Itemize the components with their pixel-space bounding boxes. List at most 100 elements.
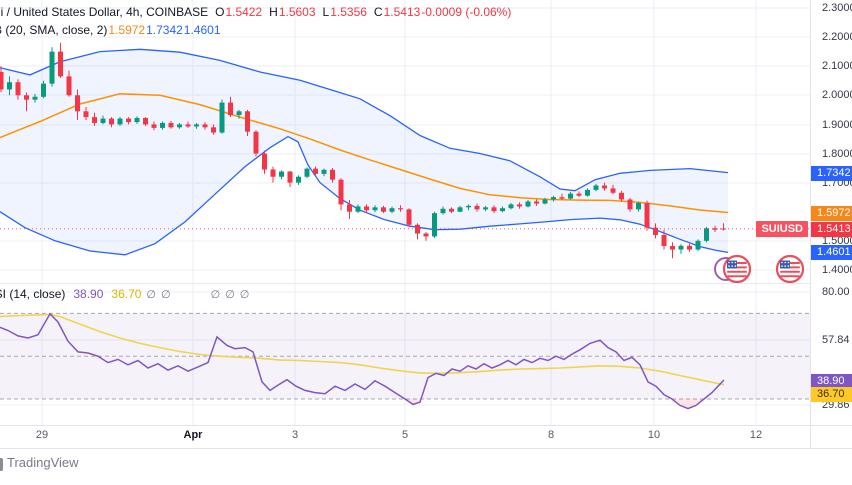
- candle-body: [670, 246, 675, 250]
- candle-body: [347, 204, 352, 212]
- candle-body: [270, 169, 276, 177]
- axis-tick-label: 57.84: [822, 334, 850, 346]
- symbol-price-tag: SUIUSD: [756, 221, 808, 237]
- us-flag-event-icon[interactable]: [722, 254, 752, 283]
- legend-action-icon[interactable]: ∅: [225, 289, 235, 301]
- ohlc-low-value: 1.5356: [330, 5, 367, 19]
- rsi-ma-value: 36.70: [111, 287, 142, 301]
- candle-body: [177, 124, 182, 128]
- axis-tick-label: 80.00: [822, 286, 850, 298]
- candle-body: [449, 208, 454, 212]
- candle-body: [372, 207, 378, 211]
- us-flag-event-icon[interactable]: [775, 254, 805, 283]
- candlestick-series[interactable]: [0, 42, 726, 259]
- bb-legend-row[interactable]: BB (20, SMA, close, 2)1.59721.73421.4601: [0, 21, 511, 39]
- candle-body: [619, 192, 624, 200]
- price-pane-canvas[interactable]: [0, 0, 810, 283]
- candle-body: [109, 118, 114, 125]
- symbol-title[interactable]: Sui / United States Dollar, 4h, COINBASE: [0, 5, 209, 19]
- candle-body: [287, 171, 293, 183]
- price-scale-border: [810, 0, 811, 448]
- candle-body: [559, 197, 565, 199]
- chart-legend: Sui / United States Dollar, 4h, COINBASE…: [0, 3, 511, 39]
- axis-value-badge: 1.5972: [811, 206, 852, 221]
- ohlc-close-value: 1.5413: [383, 5, 421, 19]
- change-value: -0.0009 (-0.06%): [421, 5, 512, 19]
- rsi-pane-canvas[interactable]: [0, 283, 810, 425]
- time-scale[interactable]: 29 Apr 3 5 8 10 12: [0, 426, 810, 448]
- time-tick-label: 3: [291, 429, 299, 441]
- candle-body: [7, 82, 12, 90]
- ohlc-high-key: H: [269, 5, 278, 19]
- candle-body: [228, 102, 233, 116]
- candle-body: [41, 83, 46, 97]
- candle-body: [432, 213, 437, 237]
- candle-body: [245, 111, 250, 132]
- symbol-legend-row[interactable]: Sui / United States Dollar, 4h, COINBASE…: [0, 3, 511, 21]
- candle-body: [627, 199, 633, 210]
- ohlc-open-key: O: [215, 5, 225, 19]
- candle-body: [262, 153, 267, 170]
- axis-tick-label: 1.9000: [822, 119, 852, 131]
- ohlc-high-value: 1.5603: [278, 5, 316, 19]
- candle-body: [695, 240, 701, 250]
- legend-action-icon[interactable]: ∅: [239, 289, 250, 301]
- axis-value-badge: 38.90: [811, 374, 852, 389]
- price-scale[interactable]: 2.30002.20002.10002.00001.90001.80001.70…: [810, 0, 852, 425]
- candle-body: [253, 131, 259, 154]
- axis-tick-label: 2.0000: [822, 89, 852, 101]
- candle-body: [576, 193, 582, 196]
- candle-body: [406, 209, 412, 225]
- bb-upper-value: 1.7342: [146, 23, 183, 37]
- candle-body: [457, 207, 463, 212]
- ohlc-open-value: 1.5422: [225, 5, 263, 19]
- bollinger-lower-line: [0, 135, 729, 256]
- axis-tick-label: 2.3000: [822, 2, 852, 14]
- pane-divider[interactable]: [0, 283, 810, 284]
- candle-body: [678, 245, 684, 250]
- candle-body: [185, 124, 191, 127]
- bb-lower-value: 1.4601: [183, 23, 221, 37]
- bollinger-fill: [0, 49, 728, 255]
- tradingview-logo-icon[interactable]: [0, 458, 3, 471]
- candle-body: [389, 208, 395, 212]
- candle-body: [211, 127, 216, 133]
- rsi-indicator-title[interactable]: RSI (14, close): [0, 287, 66, 301]
- candle-body: [610, 188, 616, 193]
- axis-tick-label: 1.5000: [822, 235, 852, 247]
- bb-indicator-title[interactable]: BB (20, SMA, close, 2): [0, 23, 108, 37]
- candle-body: [474, 205, 480, 210]
- candle-body: [525, 201, 531, 207]
- candle-body: [15, 82, 21, 96]
- candle-body: [534, 201, 539, 204]
- candle-body: [134, 117, 140, 123]
- candle-body: [542, 199, 548, 204]
- candle-body: [704, 228, 709, 241]
- time-tick-label: 10: [647, 429, 661, 441]
- candle-body: [483, 207, 488, 210]
- candle-body: [508, 204, 514, 209]
- ohlc-close-key: C: [373, 5, 383, 19]
- bollinger-upper-line: [0, 48, 729, 192]
- axis-value-badge: 1.5413: [811, 222, 852, 237]
- candle-body: [644, 202, 650, 228]
- legend-action-icon[interactable]: ∅: [161, 289, 171, 301]
- rsi-oversold-fill: [672, 399, 704, 409]
- candle-body: [551, 197, 556, 200]
- legend-action-icon[interactable]: ∅: [210, 289, 221, 301]
- candle-body: [304, 168, 310, 177]
- candle-body: [49, 51, 55, 84]
- tradingview-logo-text[interactable]: TradingView: [7, 455, 79, 470]
- legend-action-icon[interactable]: ∅: [146, 289, 157, 301]
- candle-body: [100, 118, 106, 123]
- ohlc-low-key: L: [322, 5, 330, 19]
- candle-body: [712, 228, 718, 230]
- candle-body: [636, 202, 641, 210]
- candle-body: [423, 233, 429, 237]
- bollinger-basis-line: [0, 93, 729, 214]
- rsi-legend-row[interactable]: RSI (14, close) 38.90 36.70 ∅ ∅ ∅ ∅ ∅: [0, 286, 249, 303]
- axis-tick-label: 1.8000: [822, 148, 852, 160]
- rsi-ma-line: [0, 313, 725, 386]
- candle-body: [321, 169, 327, 174]
- axis-tick-label: 2.1000: [822, 60, 852, 72]
